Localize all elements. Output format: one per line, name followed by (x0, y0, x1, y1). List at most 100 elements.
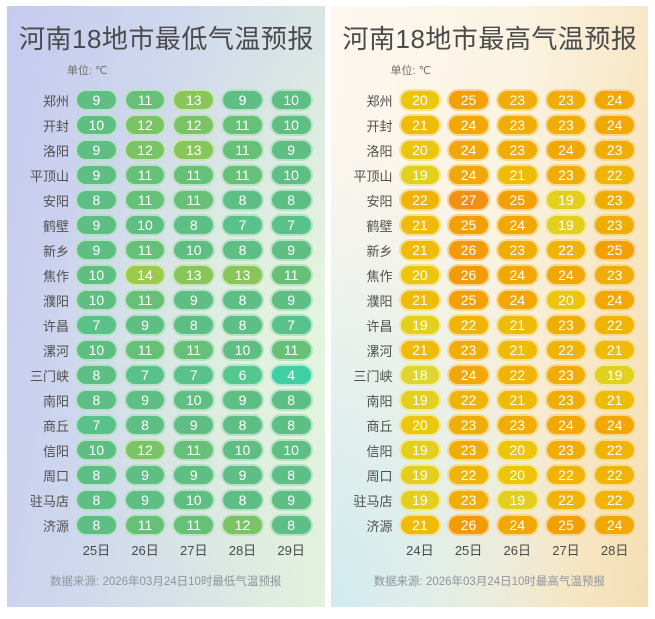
temperature-cell: 9 (269, 489, 313, 511)
city-label: 南阳 (42, 393, 69, 409)
temperature-cell: 8 (221, 239, 264, 261)
city-label: 开封 (42, 118, 69, 134)
temperature-cell: 24 (447, 139, 490, 161)
temperature-cell: 24 (593, 114, 637, 136)
city-label: 驻马店 (29, 493, 69, 509)
row-cells: 19 22 21 23 22 (398, 314, 637, 336)
temperature-cell: 21 (495, 314, 539, 336)
row-cells: 10 11 9 8 9 (75, 289, 313, 311)
temperature-cell: 23 (495, 114, 539, 136)
temperature-cell: 8 (269, 464, 313, 486)
temperature-cell: 21 (398, 239, 442, 261)
temperature-cell: 11 (123, 89, 167, 111)
temperature-cell: 20 (398, 139, 442, 161)
temperature-cell: 24 (495, 214, 539, 236)
temperature-cell: 25 (495, 189, 539, 211)
date-label: 27日 (180, 542, 208, 558)
temperature-cell: 22 (544, 239, 588, 261)
temperature-cell: 10 (269, 439, 313, 461)
temperature-cell: 10 (75, 289, 118, 311)
temperature-cell: 24 (544, 414, 588, 436)
row-cells: 8 11 11 12 8 (75, 514, 313, 536)
city-label: 郑州 (42, 93, 69, 109)
temperature-cell: 7 (123, 364, 167, 386)
temperature-cell: 9 (221, 389, 264, 411)
min-data-source: 数据来源: 2026年03月24日10时最低气温预报 (50, 576, 282, 588)
temperature-cell: 24 (593, 89, 637, 111)
temperature-cell: 23 (447, 339, 490, 361)
table-row: 商丘 20 23 23 24 24 (343, 414, 637, 436)
row-cells: 21 26 24 25 24 (398, 514, 637, 536)
temperature-cell: 9 (75, 214, 118, 236)
city-label: 新乡 (42, 243, 69, 259)
date-label: 25日 (82, 542, 111, 558)
date-label: 24日 (406, 542, 434, 558)
table-row: 驻马店 19 23 19 22 22 (343, 489, 637, 511)
temperature-cell: 20 (398, 89, 442, 111)
temperature-cell: 24 (593, 414, 637, 436)
row-cells: 21 24 23 23 24 (398, 114, 637, 136)
row-cells: 21 25 24 19 23 (398, 214, 637, 236)
city-label: 驻马店 (353, 493, 393, 509)
row-cells: 9 12 13 11 9 (75, 139, 313, 161)
temperature-cell: 9 (75, 164, 118, 186)
table-row: 济源 21 26 24 25 24 (343, 514, 637, 536)
temperature-cell: 10 (172, 239, 216, 261)
temperature-cell: 10 (123, 214, 167, 236)
city-label: 洛阳 (366, 143, 393, 159)
temperature-cell: 21 (398, 214, 442, 236)
temperature-cell: 8 (221, 489, 264, 511)
city-label: 许昌 (366, 318, 393, 334)
temperature-cell: 7 (172, 364, 216, 386)
temperature-cell: 21 (495, 339, 539, 361)
dates-row-cells: 25日 26日 27日 28日 29日 (75, 540, 313, 559)
date-label: 28日 (228, 542, 257, 558)
max-temp-panel: 河南18地市最高气温预报 单位: ℃ 郑州 20 25 23 23 24 开封 21 24… (331, 6, 649, 607)
temperature-cell: 23 (544, 314, 588, 336)
city-label: 南阳 (366, 393, 393, 409)
temperature-cell: 9 (172, 464, 216, 486)
row-cells: 20 24 23 24 23 (398, 139, 637, 161)
city-label: 三门峡 (29, 368, 69, 384)
row-cells: 20 26 24 24 23 (398, 264, 637, 286)
temperature-cell: 22 (593, 489, 637, 511)
row-cells: 19 23 19 22 22 (398, 489, 637, 511)
temperature-cell: 8 (75, 189, 118, 211)
temperature-cell: 22 (495, 364, 539, 386)
temperature-cell: 19 (398, 314, 442, 336)
temperature-cell: 13 (221, 264, 264, 286)
temperature-cell: 21 (495, 389, 539, 411)
city-label: 鹤壁 (366, 218, 393, 234)
temperature-cell: 9 (123, 464, 167, 486)
temperature-cell: 13 (172, 139, 216, 161)
city-label: 平顶山 (29, 168, 69, 184)
temperature-cell: 10 (172, 389, 216, 411)
temperature-cell: 8 (123, 414, 167, 436)
temperature-cell: 26 (447, 514, 490, 536)
temperature-cell: 24 (593, 514, 637, 536)
temperature-cell: 9 (221, 89, 264, 111)
row-cells: 8 11 11 8 8 (75, 189, 313, 211)
temperature-cell: 22 (447, 464, 490, 486)
temperature-cell: 9 (123, 489, 167, 511)
temperature-cell: 8 (75, 364, 118, 386)
temperature-cell: 10 (75, 339, 118, 361)
temperature-cell: 8 (75, 464, 118, 486)
temperature-cell: 25 (447, 289, 490, 311)
table-row: 驻马店 8 9 10 8 9 (19, 489, 313, 511)
city-label: 周口 (42, 468, 69, 484)
temperature-cell: 12 (123, 114, 167, 136)
temperature-cell: 24 (495, 264, 539, 286)
temperature-cell: 25 (447, 214, 490, 236)
city-label: 开封 (366, 118, 393, 134)
temperature-cell: 8 (269, 389, 313, 411)
temperature-cell: 10 (75, 264, 118, 286)
temperature-cell: 12 (123, 139, 167, 161)
temperature-cell: 11 (123, 514, 167, 536)
city-label: 焦作 (366, 268, 393, 284)
date-label: 27日 (552, 542, 580, 558)
